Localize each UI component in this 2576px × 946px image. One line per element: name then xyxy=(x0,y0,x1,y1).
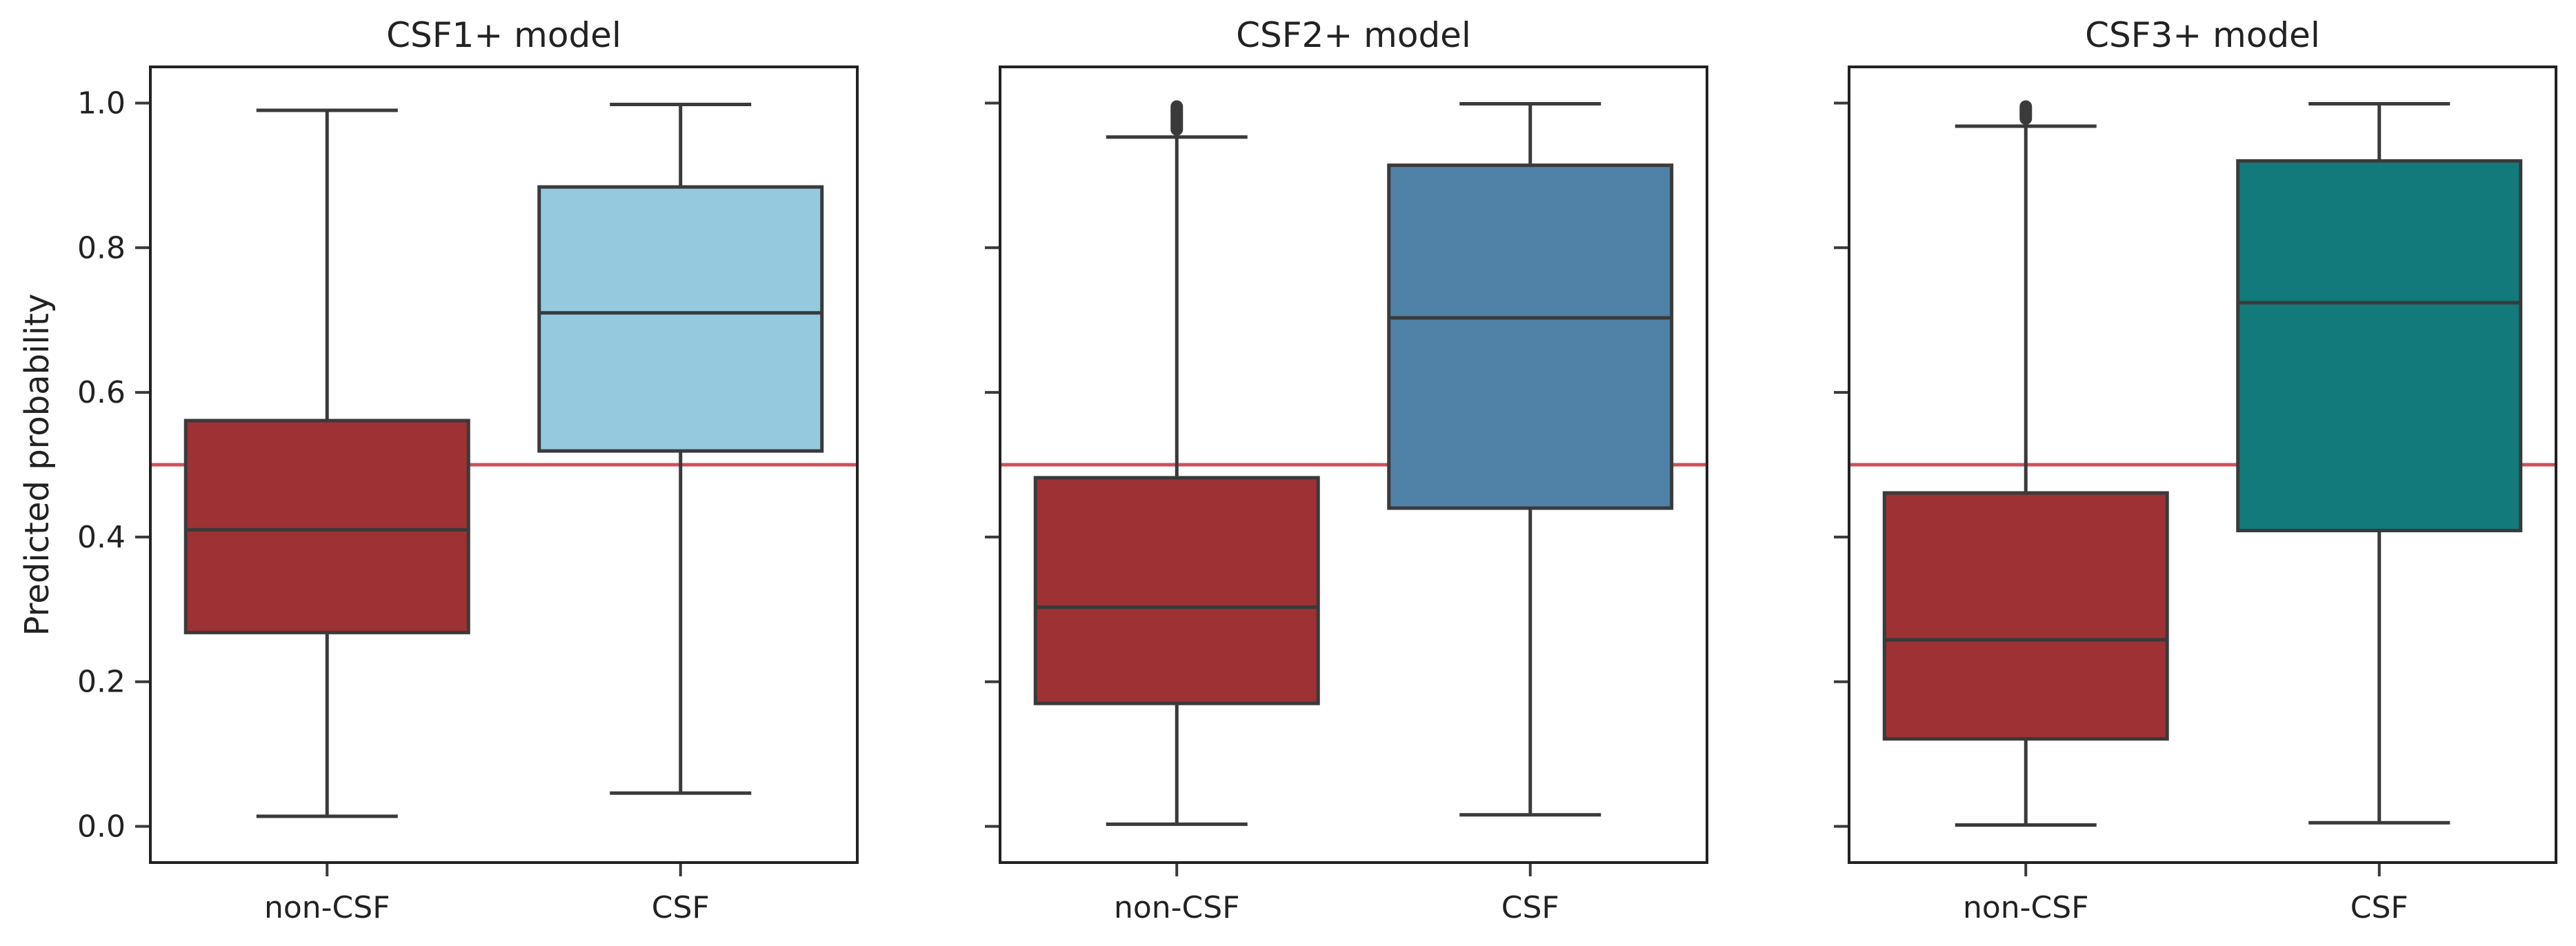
box-body xyxy=(2236,159,2523,532)
outlier-cluster xyxy=(2019,100,2033,125)
box-non-csf: non-CSF xyxy=(1882,100,2169,925)
x-tick-label: CSF xyxy=(1501,890,1559,925)
box-body xyxy=(183,419,470,634)
box-non-csf: non-CSF xyxy=(1033,100,1320,925)
panel-title: CSF3+ model xyxy=(2085,15,2320,55)
panel-2: non-CSF CSF CSF2+ model xyxy=(985,15,1708,925)
panel-1: 0.0 0.2 0.4 0.6 0.8 1.0 non-CSF CSF CSF1+ model P… xyxy=(18,15,859,925)
box-csf: CSF xyxy=(2236,102,2523,925)
y-tick-label: 0.6 xyxy=(77,375,126,410)
x-tick-label: non-CSF xyxy=(1114,890,1240,925)
x-tick-label: non-CSF xyxy=(264,890,390,925)
box-csf: CSF xyxy=(537,103,824,925)
box-csf: CSF xyxy=(1387,102,1674,925)
box-body xyxy=(1882,491,2169,741)
panel-title: CSF2+ model xyxy=(1236,15,1471,55)
y-tick-label: 0.8 xyxy=(77,230,126,265)
y-tick-label: 1.0 xyxy=(77,85,126,121)
box-body xyxy=(537,185,824,453)
plot-frame xyxy=(1848,66,2557,864)
y-axis-label: Predicted probability xyxy=(18,294,57,636)
box-body xyxy=(1033,476,1320,705)
x-tick-label: non-CSF xyxy=(1963,890,2089,925)
panel-3: non-CSF CSF CSF3+ model xyxy=(1834,15,2557,925)
plot-frame xyxy=(999,66,1708,864)
panel-title: CSF1+ model xyxy=(386,15,621,55)
y-tick-label: 0.4 xyxy=(77,520,126,555)
plot-frame xyxy=(149,66,859,864)
box-body xyxy=(1387,163,1674,510)
y-tick-label: 0.2 xyxy=(77,665,126,700)
x-tick-label: CSF xyxy=(2350,890,2408,925)
x-tick-label: CSF xyxy=(652,890,710,925)
y-tick-label: 0.0 xyxy=(77,809,126,845)
box-non-csf: non-CSF xyxy=(183,108,470,925)
outlier-cluster xyxy=(1170,100,1184,136)
